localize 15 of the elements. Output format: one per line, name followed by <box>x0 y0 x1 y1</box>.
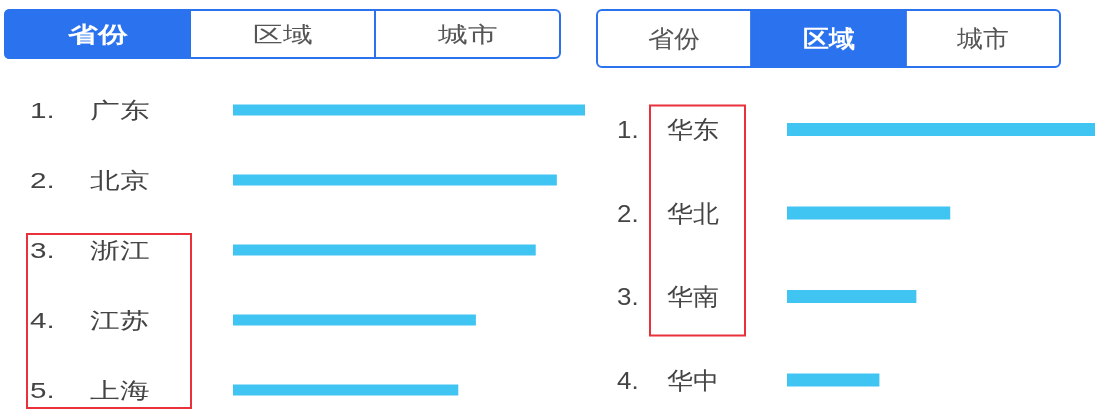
category-label: 3. 浙江 <box>30 237 150 263</box>
category-label: 1. 华东 <box>617 116 719 143</box>
category-label: 2. 北京 <box>30 167 150 193</box>
tab-label: 省份 <box>648 25 701 52</box>
category-label: 1. 广东 <box>30 97 150 123</box>
category-label: 2. 华北 <box>617 199 719 227</box>
tab-label: 城市 <box>956 25 1009 52</box>
tab-selected-label: 区域 <box>802 25 855 52</box>
category-label: 3. 华南 <box>617 283 719 310</box>
tab-label: 城市 <box>437 21 498 47</box>
category-label: 5. 上海 <box>30 377 150 403</box>
tab-label: 区域 <box>252 21 313 47</box>
category-label: 4. 华中 <box>617 366 719 394</box>
category-label: 4. 江苏 <box>30 307 150 333</box>
tab-selected-label: 省份 <box>67 21 128 47</box>
